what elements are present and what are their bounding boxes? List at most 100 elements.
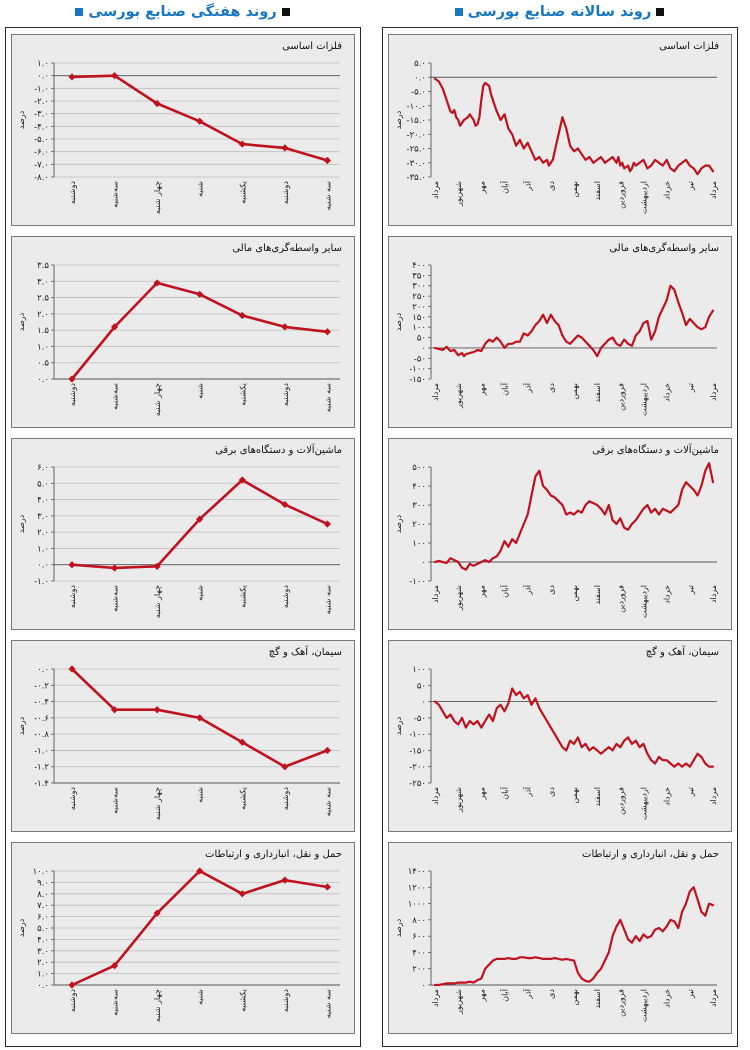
x-tick-label: دوشنبه <box>68 787 77 811</box>
x-tick-label: شهریور <box>454 787 463 813</box>
x-tick-label: یکشنبه <box>238 787 247 810</box>
y-tick-label: ۱.۵ <box>37 326 49 336</box>
chart-svg: ۶.۰ ۵.۰ ۴.۰ ۳.۰ ۲.۰ ۱.۰ ۰.۰ -۱.۰ درصد دوشنبه سه‌شن… <box>17 463 340 618</box>
data-point <box>281 876 289 884</box>
y-tick-label: -۵.۰ <box>411 88 426 98</box>
x-tick-label: خرداد <box>663 383 672 402</box>
y-tick-label: ۳۰۰ <box>412 282 426 292</box>
x-tick-label: مهر <box>477 989 486 1002</box>
x-tick-label: تیر <box>686 585 695 595</box>
y-tick-label: -۱۵۰ <box>409 375 426 385</box>
x-tick-label: شنبه <box>196 787 205 803</box>
y-tick-label: -۷.۰ <box>34 160 49 170</box>
x-tick-label: مهر <box>477 383 486 396</box>
weekly-chart-panel: سیمان، آهک و گچ ۰.۰ -۰.۲ -۰.۴ -۰.۶ -۰.۸ -۱.۰ -… <box>11 640 355 832</box>
x-tick-label: فروردین <box>616 181 625 209</box>
chart-title: سایر واسطه‌گری‌های مالی <box>609 243 719 254</box>
data-point <box>110 323 119 331</box>
plot-area <box>431 265 717 379</box>
weekly-chart-panel: ماشین‌آلات و دستگاه‌های برقی ۶.۰ ۵.۰ ۴.۰ ۳.… <box>11 438 355 630</box>
x-tick-label: دی <box>547 787 556 797</box>
y-tick-label: -۲۵.۰ <box>407 145 426 155</box>
y-tick-label: ۶.۰ <box>37 463 49 473</box>
weekly-chart-panel: حمل و نقل، انبارداری و ارتباطات ۱۰.۰ ۹.۰ ۸… <box>11 842 355 1034</box>
y-tick-label: ۳.۰ <box>37 512 49 522</box>
y-tick-label: ۰ <box>421 698 426 708</box>
x-tick-label: آذر <box>523 584 533 595</box>
y-tick-label: ۱۰۰ <box>412 665 426 675</box>
y-tick-label: ۲۰۰ <box>412 965 426 975</box>
x-tick-label: مهر <box>477 181 486 194</box>
y-tick-label: -۱.۲ <box>34 763 49 773</box>
chart-svg: ۱۰۰ ۵۰ ۰ -۵۰ -۱۰۰ -۱۵۰ -۲۰۰ -۲۵۰ درصد مرداد شهریور… <box>394 665 718 820</box>
data-point <box>110 706 119 714</box>
y-tick-label: -۰.۲ <box>34 681 49 691</box>
yearly-header: روند سالانه صنایع بورسی <box>382 4 737 26</box>
x-tick-label: دی <box>547 181 556 191</box>
x-tick-label: بهمن <box>570 989 579 1006</box>
series-line <box>433 462 715 571</box>
x-tick-label: مرداد <box>709 181 718 199</box>
x-tick-label: دوشنبه <box>281 181 290 205</box>
y-tick-label: ۶۰۰ <box>412 932 426 942</box>
data-point <box>196 867 204 875</box>
x-tick-label: اردیبهشت <box>640 585 649 618</box>
y-tick-label: -۸.۰ <box>34 173 49 183</box>
y-axis-label: درصد <box>394 110 403 129</box>
chart-title: ماشین‌آلات و دستگاه‌های برقی <box>592 445 719 456</box>
y-tick-label: -۶.۰ <box>34 148 49 158</box>
y-tick-label: ۲.۰ <box>37 528 49 538</box>
y-tick-label: -۱۰۰ <box>409 365 426 375</box>
x-tick-label: دوشنبه <box>281 787 290 811</box>
x-tick-label: شهریور <box>454 989 463 1015</box>
black-square-icon <box>656 8 665 16</box>
x-tick-label: شهریور <box>454 181 463 207</box>
x-tick-label: دوشنبه <box>68 181 77 205</box>
x-tick-label: بهمن <box>570 787 579 804</box>
y-tick-label: ۲.۰ <box>37 958 49 968</box>
x-tick-label: اسفند <box>593 383 602 403</box>
y-tick-label: ۲.۵ <box>37 294 49 304</box>
x-tick-label: دوشنبه <box>68 383 77 407</box>
y-tick-label: ۱۰.۰ <box>33 867 49 877</box>
y-tick-label: ۶.۰ <box>37 913 49 923</box>
y-tick-label: -۴.۰ <box>34 122 49 132</box>
y-tick-label: ۱۰۰۰ <box>408 900 426 910</box>
y-tick-label: ۳.۰ <box>37 947 49 957</box>
plot-area <box>431 871 717 985</box>
x-tick-label: آبان <box>500 584 510 598</box>
y-tick-label: ۲۵۰ <box>412 292 426 302</box>
y-tick-label: -۲۵۰ <box>409 779 426 789</box>
x-tick-label: سه‌شنبه <box>111 383 120 410</box>
y-tick-label: ۰.۰ <box>37 665 49 675</box>
x-tick-label: اردیبهشت <box>640 787 649 820</box>
x-tick-label: تیر <box>686 989 695 999</box>
y-tick-label: -۱.۰ <box>34 84 49 94</box>
y-tick-label: ۳۰۰ <box>412 501 426 511</box>
y-tick-label: -۲.۰ <box>34 97 49 107</box>
chart-title: حمل و نقل، انبارداری و ارتباطات <box>582 849 719 860</box>
y-tick-label: ۳.۰ <box>37 277 49 287</box>
y-axis-label: درصد <box>394 918 403 937</box>
x-tick-label: خرداد <box>663 989 672 1008</box>
y-tick-label: -۲۰۰ <box>409 763 426 773</box>
data-point <box>68 375 76 383</box>
x-tick-label: شنبه <box>196 383 205 399</box>
y-tick-label: -۳۵.۰ <box>407 173 426 183</box>
chart-title: سیمان، آهک و گچ <box>645 647 719 658</box>
x-tick-label: اسفند <box>593 585 602 605</box>
x-tick-label: اسفند <box>593 181 602 201</box>
chart-title: سایر واسطه‌گری‌های مالی <box>232 243 342 254</box>
y-tick-label: -۱.۴ <box>34 779 49 789</box>
x-tick-label: شهریور <box>454 585 463 611</box>
x-tick-label: آذر <box>523 988 533 999</box>
x-tick-label: سه شنبه <box>323 989 332 1019</box>
y-tick-label: -۱۰.۰ <box>407 102 426 112</box>
x-tick-label: چهار شنبه <box>153 787 162 820</box>
weekly-column: فلزات اساسی ۱.۰ ۰.۰ -۱.۰ -۲.۰ -۳.۰ -۴.۰ -۵.۰ -۶… <box>5 27 361 1047</box>
data-point <box>323 156 332 165</box>
x-tick-label: مرداد <box>709 989 718 1007</box>
y-tick-label: -۱۵.۰ <box>407 116 426 126</box>
x-tick-label: فروردین <box>616 585 625 613</box>
